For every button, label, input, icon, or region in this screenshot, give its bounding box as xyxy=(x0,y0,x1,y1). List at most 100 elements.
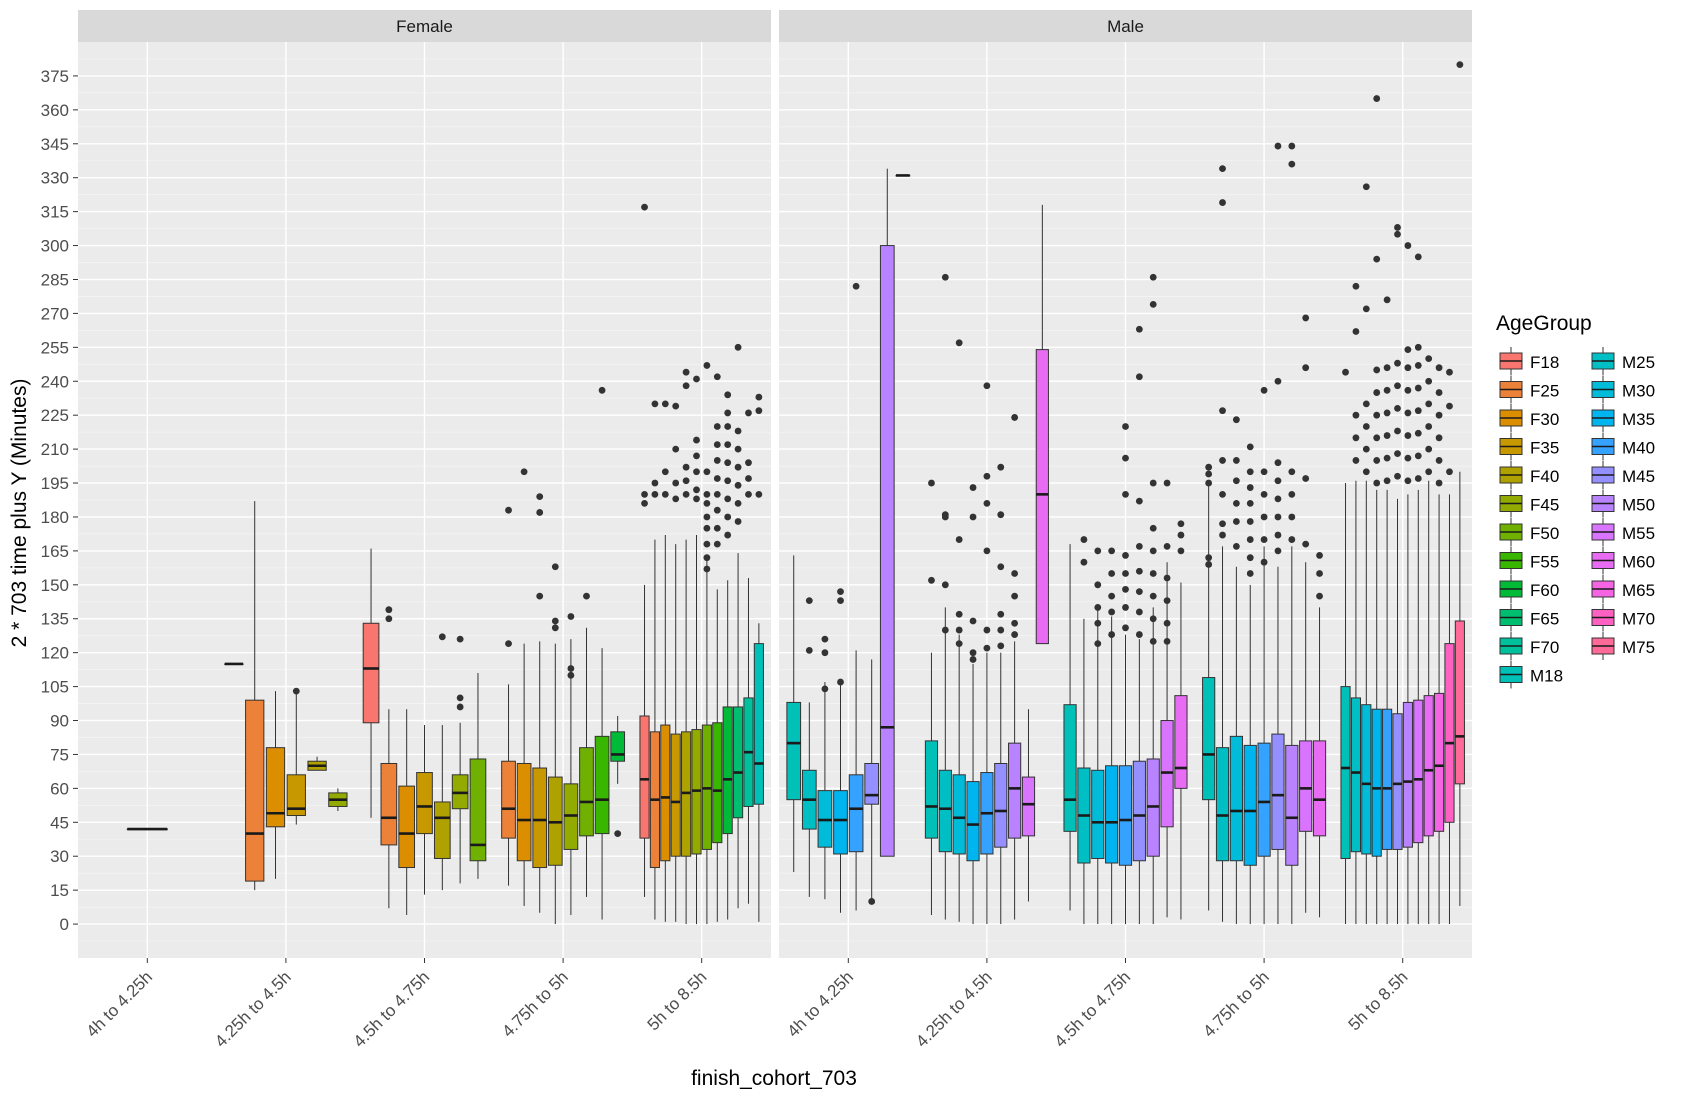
box-m75 xyxy=(1454,61,1465,906)
legend-label: M50 xyxy=(1622,496,1655,515)
box-m60 xyxy=(1174,520,1188,920)
outlier-point xyxy=(703,540,711,548)
outlier-point xyxy=(1246,499,1254,507)
outlier-point xyxy=(456,694,464,702)
box-m60 xyxy=(1035,204,1049,645)
box-f45 xyxy=(328,788,348,811)
outlier-point xyxy=(1425,355,1433,363)
box-body xyxy=(660,724,671,862)
box-m18 xyxy=(753,393,764,922)
outlier-point xyxy=(1246,468,1254,476)
outlier-point xyxy=(1394,472,1401,480)
y-tick-label: 30 xyxy=(50,847,69,866)
y-axis-title: 2 * 703 time plus Y (Minutes) xyxy=(8,379,31,648)
box-m30 xyxy=(1361,183,1372,925)
legend-label: M30 xyxy=(1622,382,1655,401)
outlier-point xyxy=(1205,463,1213,471)
box-body xyxy=(1444,643,1455,823)
outlier-point xyxy=(1456,61,1464,69)
outlier-point xyxy=(703,513,711,521)
box-f35 xyxy=(286,687,306,825)
outlier-point xyxy=(1404,477,1412,485)
box-body xyxy=(952,774,966,855)
outlier-point xyxy=(1135,542,1143,550)
outlier-point xyxy=(641,499,648,507)
outlier-point xyxy=(941,626,949,634)
outlier-point xyxy=(1425,377,1433,385)
outlier-point xyxy=(1373,434,1381,442)
outlier-point xyxy=(1260,536,1268,543)
outlier-point xyxy=(1205,470,1213,478)
outlier-point xyxy=(1246,554,1254,562)
outlier-point xyxy=(1435,364,1443,372)
y-tick-label: 150 xyxy=(41,576,69,595)
box-m25 xyxy=(938,273,952,920)
outlier-point xyxy=(1404,432,1412,439)
legend-label: F25 xyxy=(1530,382,1559,401)
legend-item-f35: F35 xyxy=(1499,432,1559,461)
outlier-point xyxy=(1404,346,1412,353)
outlier-point xyxy=(734,481,742,489)
y-tick-label: 45 xyxy=(50,813,69,832)
outlier-point xyxy=(1163,619,1171,627)
outlier-point xyxy=(672,402,680,410)
outlier-point xyxy=(1383,409,1391,417)
box-m18 xyxy=(786,555,802,873)
outlier-point xyxy=(997,463,1005,471)
outlier-point xyxy=(983,626,991,634)
box-body xyxy=(670,733,681,857)
legend-item-f25: F25 xyxy=(1499,375,1559,404)
outlier-point xyxy=(837,588,844,595)
outlier-point xyxy=(1232,416,1240,424)
box-body xyxy=(1091,769,1105,859)
legend-item-m25: M25 xyxy=(1591,347,1655,375)
outlier-point xyxy=(1373,255,1381,263)
outlier-point xyxy=(661,468,669,476)
outlier-point xyxy=(1288,513,1296,521)
outlier-point xyxy=(1219,165,1226,173)
outlier-point xyxy=(1094,581,1102,589)
outlier-point xyxy=(1288,160,1296,168)
box-f40 xyxy=(681,368,692,925)
outlier-point xyxy=(1414,253,1422,261)
outlier-point xyxy=(1373,389,1381,396)
outlier-point xyxy=(1149,570,1157,577)
box-body xyxy=(864,762,880,805)
outlier-point xyxy=(536,592,544,600)
box-m45 xyxy=(864,659,880,905)
outlier-point xyxy=(1219,520,1226,528)
box-m50 xyxy=(879,168,895,857)
box-body xyxy=(579,747,594,837)
box-f18 xyxy=(639,203,650,897)
outlier-point xyxy=(1163,574,1171,582)
outlier-point xyxy=(734,427,742,435)
outlier-point xyxy=(1274,377,1282,385)
legend-item-m75: M75 xyxy=(1591,632,1655,660)
legend-item-f70: F70 xyxy=(1499,632,1559,660)
outlier-point xyxy=(1435,434,1443,442)
outlier-point xyxy=(1394,405,1401,412)
box-m30 xyxy=(817,635,833,900)
outlier-point xyxy=(1135,373,1143,381)
box-f40 xyxy=(433,633,451,891)
outlier-point xyxy=(983,382,991,390)
box-m45 xyxy=(994,463,1008,925)
outlier-point xyxy=(734,518,742,525)
y-tick-label: 180 xyxy=(41,508,69,527)
legend-item-f40: F40 xyxy=(1499,461,1559,489)
outlier-point xyxy=(682,490,690,498)
outlier-point xyxy=(703,554,711,562)
box-f45 xyxy=(451,635,469,884)
box-body xyxy=(398,785,416,869)
outlier-point xyxy=(724,495,732,503)
outlier-point xyxy=(1435,457,1443,464)
outlier-point xyxy=(969,484,977,491)
outlier-point xyxy=(969,617,977,625)
outlier-point xyxy=(1080,558,1088,566)
outlier-point xyxy=(1205,554,1213,562)
outlier-point xyxy=(805,647,813,654)
outlier-point xyxy=(1362,468,1370,476)
outlier-point xyxy=(1373,411,1381,419)
outlier-point xyxy=(567,671,575,679)
outlier-point xyxy=(1219,407,1226,415)
